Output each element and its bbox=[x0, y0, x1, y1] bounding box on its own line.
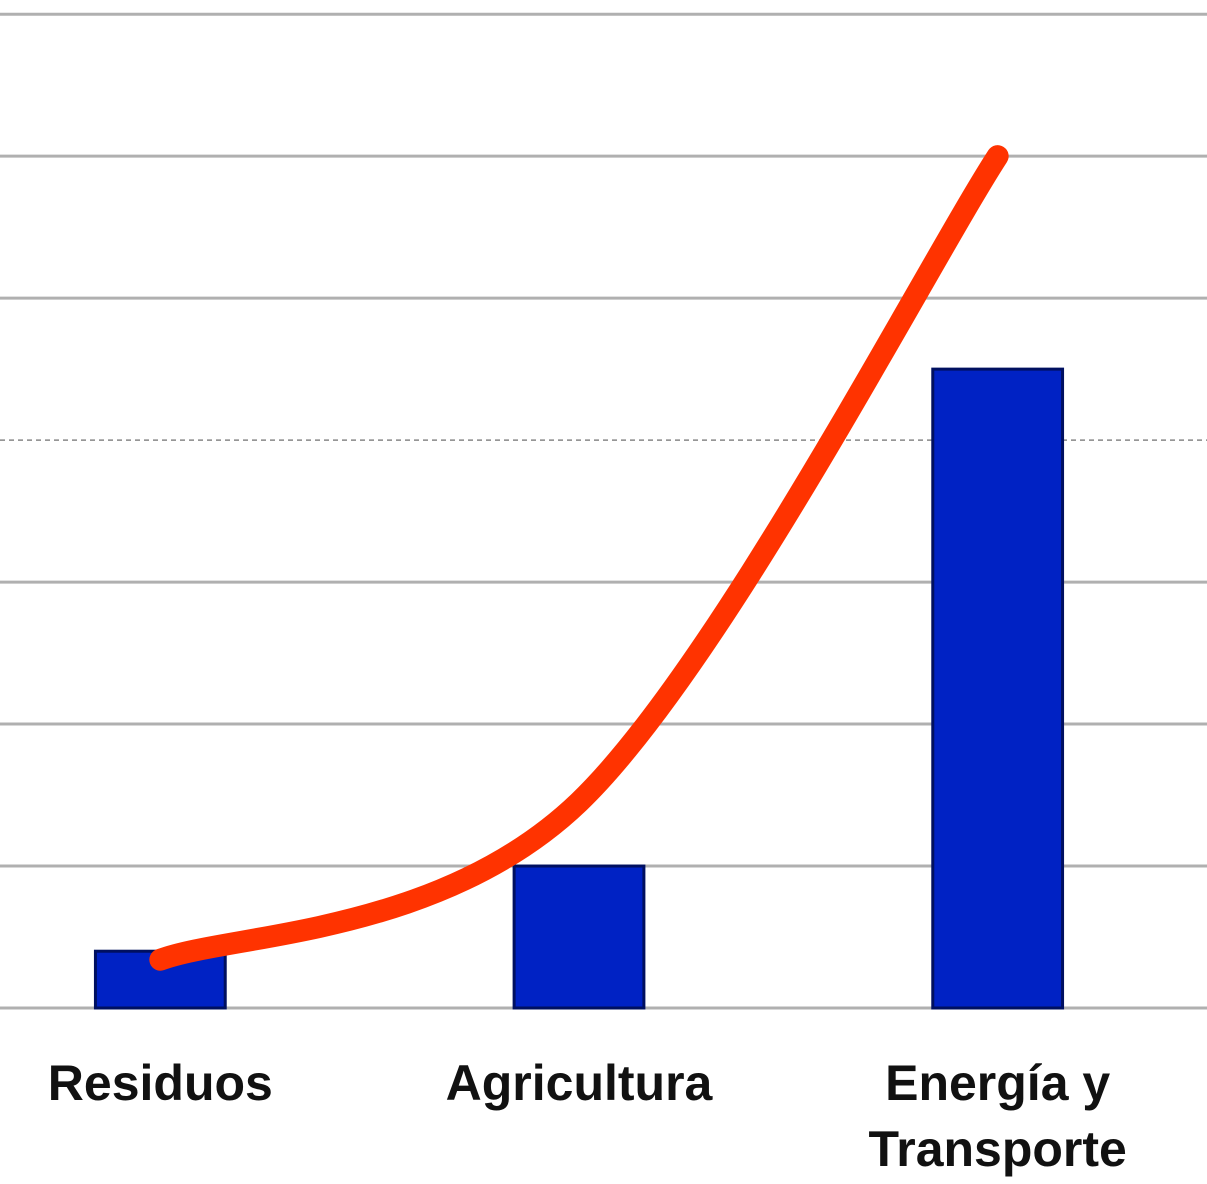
bar bbox=[931, 367, 1065, 1010]
x-tick-label: Agricultura bbox=[446, 1055, 714, 1111]
x-tick-label: Energía y Transporte bbox=[868, 1055, 1126, 1177]
label-line: Transporte bbox=[868, 1121, 1126, 1177]
bar bbox=[512, 864, 646, 1010]
trend-line bbox=[149, 145, 1009, 971]
label-line: Energía y bbox=[885, 1055, 1110, 1111]
x-tick-label: Residuos bbox=[48, 1055, 273, 1111]
